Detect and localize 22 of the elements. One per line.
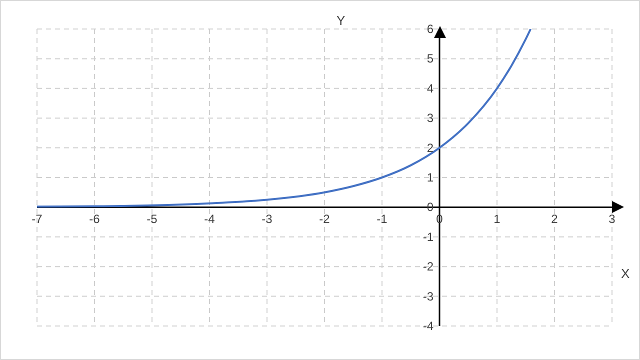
x-tick-label: -4 [204, 212, 216, 226]
y-tick-label: 3 [426, 111, 434, 126]
x-tick-label: -3 [262, 212, 273, 226]
y-tick-label: 5 [426, 52, 434, 66]
x-tick-label: -5 [146, 212, 158, 226]
y-tick-label: -4 [422, 319, 434, 333]
x-axis-title: X [621, 266, 630, 282]
x-tick-label: -2 [319, 212, 330, 226]
y-tick-label: -1 [422, 230, 434, 244]
x-tick-label: -1 [376, 212, 388, 226]
y-tick-label: -3 [422, 289, 434, 304]
x-tick-label: 3 [608, 212, 616, 226]
x-tick-label: -7 [32, 212, 43, 226]
y-tick-label: 6 [426, 22, 434, 36]
x-tick-label: 1 [494, 212, 501, 226]
y-tick-label: 2 [426, 140, 434, 155]
y-tick-label: -2 [422, 260, 434, 274]
y-tick-label: 4 [426, 81, 434, 96]
y-axis-title: Y [336, 13, 346, 28]
x-tick-label: 2 [551, 212, 558, 226]
x-tick-label: -6 [89, 212, 100, 226]
y-tick-label: 1 [426, 170, 434, 184]
